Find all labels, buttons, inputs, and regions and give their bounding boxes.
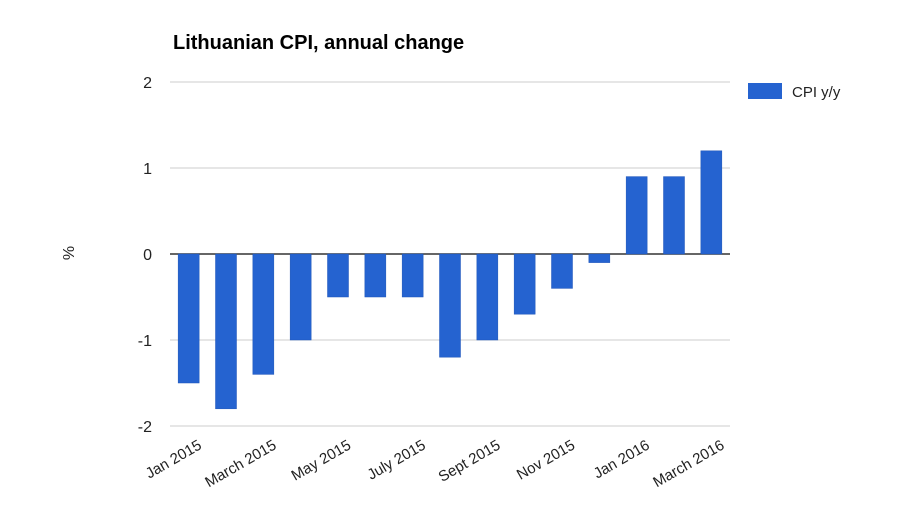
y-tick-label: -1 — [138, 333, 152, 350]
bar-may-2015 — [327, 253, 349, 298]
x-tick-label: May 2015 — [288, 437, 354, 485]
x-tick-label: Sept 2015 — [436, 437, 504, 486]
bar-june-2015 — [364, 253, 387, 298]
bar-apr-2015 — [289, 253, 312, 341]
bar-march-2016 — [700, 150, 723, 255]
y-tick-label: 2 — [143, 75, 152, 92]
x-tick-label: Nov 2015 — [514, 437, 578, 484]
y-axis-label: % — [61, 246, 78, 260]
bar-dec-2015 — [588, 253, 611, 263]
bar-nov-2015 — [551, 253, 573, 289]
bar-aug-2015 — [439, 253, 461, 358]
y-tick-label: -2 — [138, 419, 152, 436]
bar-sept-2015 — [476, 253, 499, 341]
x-tick-label: March 2016 — [650, 437, 727, 491]
legend-label: CPI y/y — [792, 84, 841, 101]
bar-jan-2016 — [625, 176, 648, 255]
legend: CPI y/y — [748, 83, 841, 101]
bar-july-2015 — [401, 253, 424, 298]
bar-march-2015 — [252, 253, 275, 375]
y-tick-label: 1 — [143, 161, 152, 178]
y-tick-label: 0 — [143, 247, 152, 264]
bar-jan-2015 — [177, 253, 200, 384]
bar-oct-2015 — [513, 253, 536, 315]
bar-feb-2015 — [215, 253, 237, 410]
x-tick-label: Jan 2016 — [591, 437, 653, 483]
x-tick-label: Jan 2015 — [143, 437, 205, 483]
x-tick-label: July 2015 — [365, 437, 429, 484]
legend-swatch — [748, 83, 782, 99]
chart-title: Lithuanian CPI, annual change — [173, 32, 464, 54]
x-tick-label: March 2015 — [202, 437, 279, 491]
bar-feb-2016 — [663, 176, 685, 255]
